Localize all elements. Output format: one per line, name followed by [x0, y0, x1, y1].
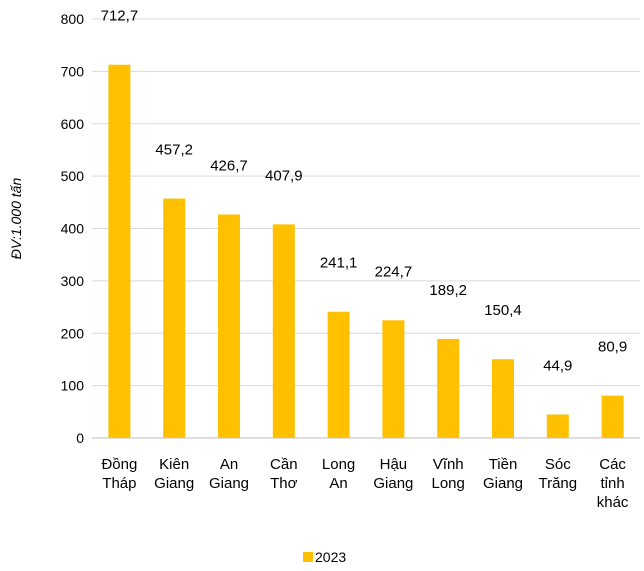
- bar: [328, 312, 350, 438]
- x-tick-label: An Giang: [209, 456, 249, 492]
- legend-swatch: [303, 552, 313, 562]
- data-label: 189,2: [429, 282, 467, 299]
- data-label: 44,9: [543, 357, 572, 374]
- data-label: 150,4: [484, 302, 522, 319]
- x-tick-label: Tiền Giang: [483, 456, 523, 492]
- x-tick-label-line: Sóc: [545, 456, 571, 473]
- x-tick-label-line: Đồng: [101, 456, 137, 473]
- y-tick-label: 0: [76, 430, 84, 446]
- x-tick-label: Vĩnh Long: [432, 456, 465, 492]
- y-tick-label: 800: [61, 11, 85, 27]
- bar: [273, 224, 295, 438]
- x-tick-label: Hậu Giang: [373, 456, 413, 492]
- x-tick-label-line: khác: [597, 494, 629, 511]
- bar: [602, 396, 624, 438]
- y-tick-label: 500: [61, 168, 85, 184]
- data-label: 457,2: [155, 142, 193, 159]
- x-tick-label: Các tỉnh khác: [597, 456, 629, 511]
- x-tick-label-line: An: [329, 475, 347, 492]
- x-tick-label-line: Tháp: [102, 475, 136, 492]
- data-label: 224,7: [375, 263, 413, 280]
- y-tick-label: 100: [61, 378, 85, 394]
- x-tick-label: Kiên Giang: [154, 456, 194, 492]
- x-tick-label-line: Giang: [209, 475, 249, 492]
- bar: [437, 339, 459, 438]
- data-label: 712,7: [101, 8, 139, 25]
- y-axis-title: ĐV:1.000 tấn: [8, 178, 24, 260]
- y-tick-label: 400: [61, 221, 85, 237]
- x-tick-label-line: Các: [599, 456, 626, 473]
- y-tick-label: 200: [61, 325, 85, 341]
- x-tick-label-line: Trăng: [538, 475, 577, 492]
- legend: 2023: [303, 549, 346, 565]
- bars: [108, 65, 623, 438]
- bar: [163, 199, 185, 438]
- x-tick-label-line: An: [220, 456, 238, 473]
- x-tick-label-line: tỉnh: [601, 475, 625, 492]
- data-label: 80,9: [598, 339, 627, 356]
- data-label: 241,1: [320, 255, 358, 272]
- x-tick-label-line: Thơ: [270, 475, 298, 492]
- x-tick-label-line: Long: [432, 475, 465, 492]
- bar: [547, 414, 569, 438]
- x-tick-label: Cần Thơ: [270, 456, 298, 492]
- data-label: 426,7: [210, 158, 248, 175]
- x-tick-label: Đồng Tháp: [101, 456, 137, 492]
- x-tick-label-line: Cần: [270, 456, 298, 473]
- bar: [492, 359, 514, 438]
- x-tick-label: Sóc Trăng: [538, 456, 577, 492]
- y-tick-label: 600: [61, 116, 85, 132]
- x-tick-label-line: Hậu: [380, 456, 408, 473]
- x-tick-label: Long An: [322, 456, 355, 492]
- data-label: 407,9: [265, 167, 303, 184]
- x-tick-label-line: Tiền: [489, 456, 518, 473]
- x-tick-label-line: Giang: [373, 475, 413, 492]
- x-tick-label-line: Giang: [483, 475, 523, 492]
- legend-label: 2023: [315, 549, 346, 565]
- x-tick-label-line: Long: [322, 456, 355, 473]
- x-tick-label-line: Vĩnh: [433, 456, 464, 473]
- y-tick-label: 300: [61, 273, 85, 289]
- bar: [108, 65, 130, 438]
- x-tick-label-line: Giang: [154, 475, 194, 492]
- bar: [218, 215, 240, 438]
- x-tick-label-line: Kiên: [159, 456, 189, 473]
- bar: [382, 320, 404, 438]
- y-tick-label: 700: [61, 63, 85, 79]
